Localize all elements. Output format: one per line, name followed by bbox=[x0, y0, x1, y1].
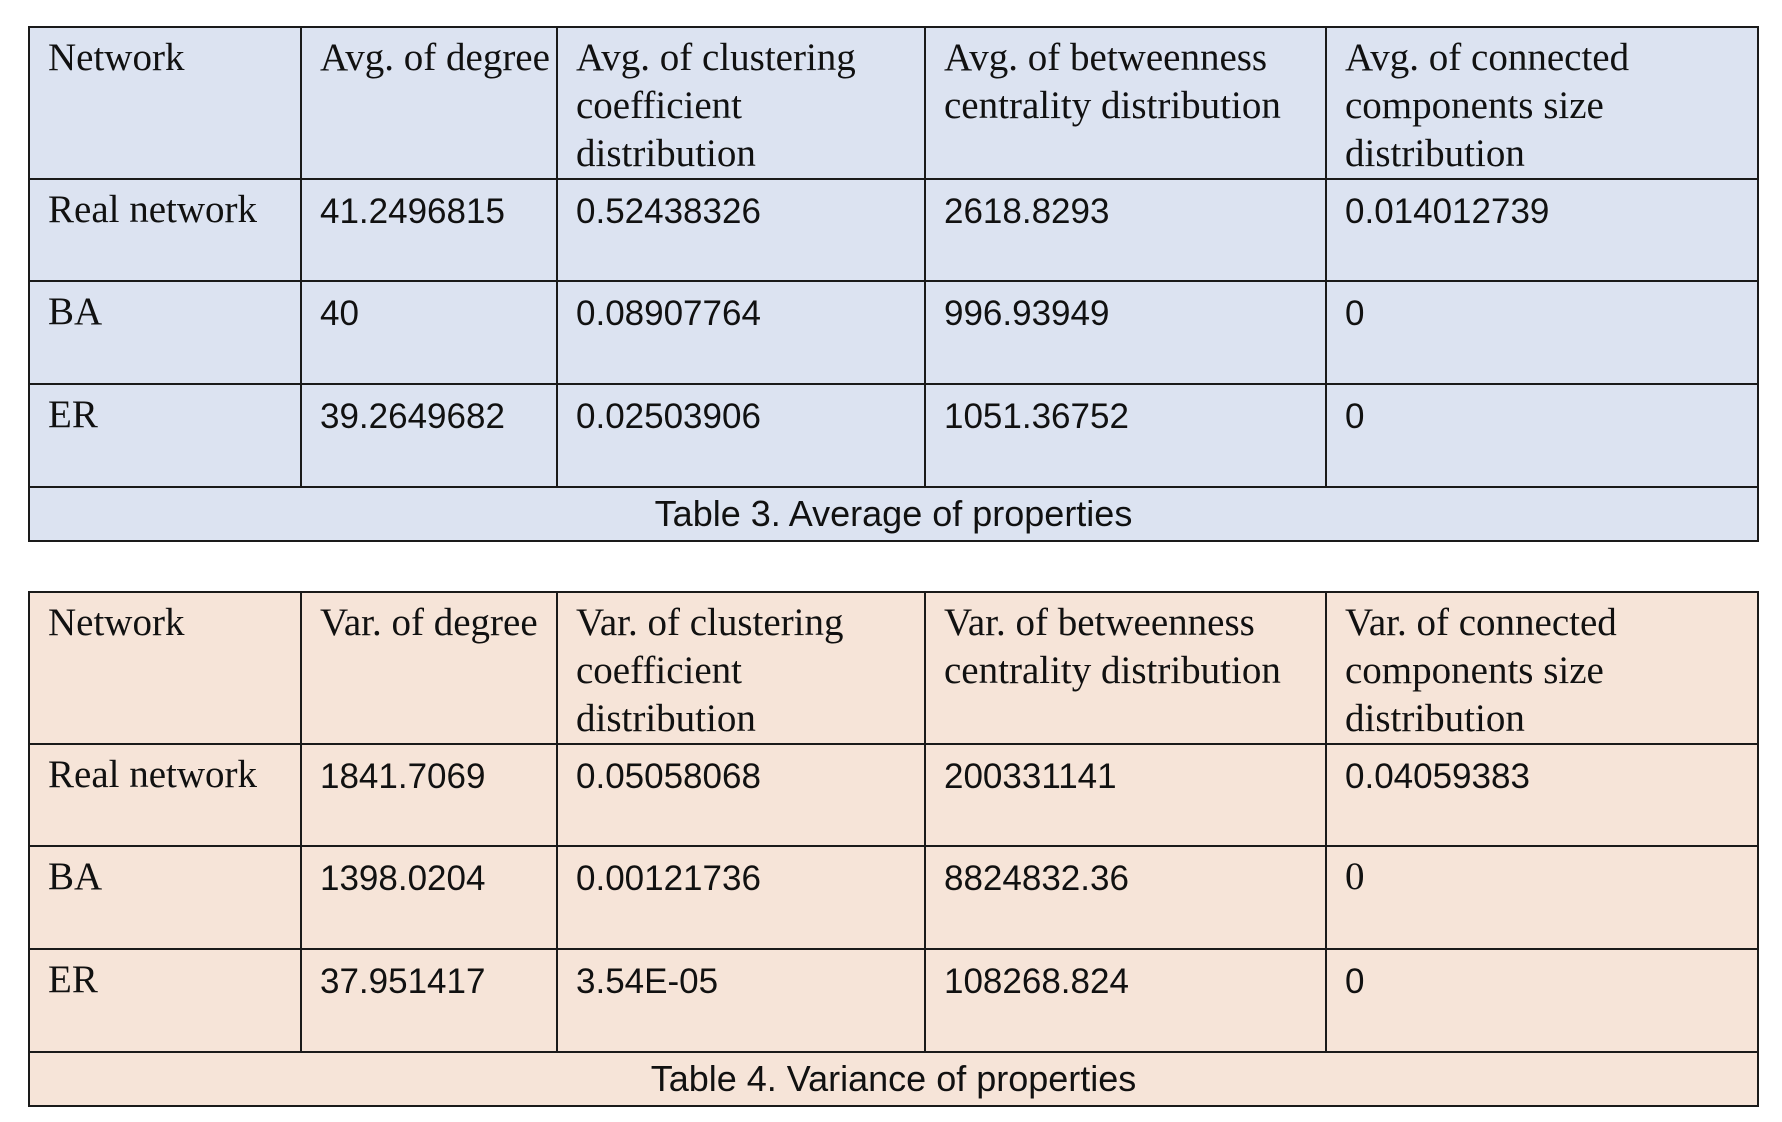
cell-value: 0.014012739 bbox=[1325, 178, 1759, 282]
cell-value: 0.08907764 bbox=[556, 280, 926, 385]
cell-value: 0 bbox=[1325, 280, 1759, 385]
table-header-row: Network Avg. of degree Avg. of clusterin… bbox=[28, 26, 1759, 180]
cell-value: 37.951417 bbox=[300, 948, 558, 1053]
cell-value: 8824832.36 bbox=[924, 845, 1327, 950]
row-label-network: ER bbox=[28, 948, 302, 1053]
table-row: Real network 1841.7069 0.05058068 200331… bbox=[28, 743, 1759, 847]
cell-value: 1051.36752 bbox=[924, 383, 1327, 488]
row-label-network: BA bbox=[28, 280, 302, 385]
cell-value: 2618.8293 bbox=[924, 178, 1327, 282]
cell-value: 0.04059383 bbox=[1325, 743, 1759, 847]
table-row: ER 37.951417 3.54E-05 108268.824 0 bbox=[28, 948, 1759, 1053]
row-label-network: BA bbox=[28, 845, 302, 950]
table-caption-row: Table 4. Variance of properties bbox=[28, 1051, 1759, 1107]
table-row: BA 1398.0204 0.00121736 8824832.36 0 bbox=[28, 845, 1759, 950]
row-label-network: Real network bbox=[28, 743, 302, 847]
table-3-average-of-properties: Network Avg. of degree Avg. of clusterin… bbox=[28, 26, 1759, 542]
cell-value: 0.02503906 bbox=[556, 383, 926, 488]
row-label-network: Real network bbox=[28, 178, 302, 282]
cell-value: 108268.824 bbox=[924, 948, 1327, 1053]
cell-value: 0.52438326 bbox=[556, 178, 926, 282]
cell-value: 3.54E-05 bbox=[556, 948, 926, 1053]
cell-value: 996.93949 bbox=[924, 280, 1327, 385]
cell-value: 1398.0204 bbox=[300, 845, 558, 950]
table-header-row: Network Var. of degree Var. of clusterin… bbox=[28, 591, 1759, 745]
column-header-avg-degree: Avg. of degree bbox=[300, 26, 558, 180]
column-header-avg-betweenness: Avg. of betweenness centrality distribut… bbox=[924, 26, 1327, 180]
table-caption: Table 4. Variance of properties bbox=[28, 1051, 1759, 1107]
table-4-variance-of-properties: Network Var. of degree Var. of clusterin… bbox=[28, 591, 1759, 1107]
table-row: Real network 41.2496815 0.52438326 2618.… bbox=[28, 178, 1759, 282]
column-header-avg-connected-components: Avg. of connected components size distri… bbox=[1325, 26, 1759, 180]
row-label-network: ER bbox=[28, 383, 302, 488]
cell-value: 39.2649682 bbox=[300, 383, 558, 488]
cell-value: 0 bbox=[1325, 845, 1759, 950]
column-header-var-connected-components: Var. of connected components size distri… bbox=[1325, 591, 1759, 745]
table-row: BA 40 0.08907764 996.93949 0 bbox=[28, 280, 1759, 385]
cell-value: 1841.7069 bbox=[300, 743, 558, 847]
cell-value: 200331141 bbox=[924, 743, 1327, 847]
cell-value: 0 bbox=[1325, 383, 1759, 488]
column-header-network: Network bbox=[28, 26, 302, 180]
column-header-network: Network bbox=[28, 591, 302, 745]
column-header-var-degree: Var. of degree bbox=[300, 591, 558, 745]
cell-value: 0.05058068 bbox=[556, 743, 926, 847]
column-header-avg-clustering: Avg. of clustering coefficient distribut… bbox=[556, 26, 926, 180]
cell-value: 41.2496815 bbox=[300, 178, 558, 282]
column-header-var-betweenness: Var. of betweenness centrality distribut… bbox=[924, 591, 1327, 745]
cell-value: 40 bbox=[300, 280, 558, 385]
table-caption: Table 3. Average of properties bbox=[28, 486, 1759, 542]
column-header-var-clustering: Var. of clustering coefficient distribut… bbox=[556, 591, 926, 745]
cell-value: 0 bbox=[1325, 948, 1759, 1053]
table-caption-row: Table 3. Average of properties bbox=[28, 486, 1759, 542]
table-row: ER 39.2649682 0.02503906 1051.36752 0 bbox=[28, 383, 1759, 488]
cell-value: 0.00121736 bbox=[556, 845, 926, 950]
